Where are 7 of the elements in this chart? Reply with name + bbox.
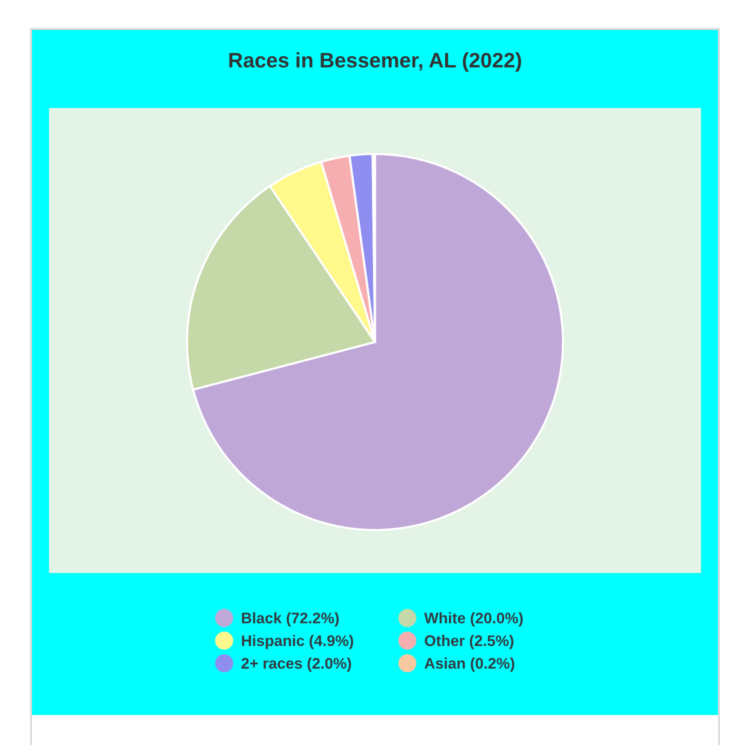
legend-label: Hispanic (4.9%) bbox=[242, 634, 354, 650]
legend-label: White (20.0%) bbox=[424, 612, 523, 626]
legend-label: Black (72.2%) bbox=[242, 612, 339, 626]
legend-label: Other (2.5%) bbox=[424, 634, 514, 650]
chart-title: Races in Bessemer, AL (2022) bbox=[229, 52, 522, 72]
legend-label: Asian (0.2%) bbox=[424, 658, 514, 672]
legend-label: 2+ races (2.0%) bbox=[242, 658, 352, 672]
